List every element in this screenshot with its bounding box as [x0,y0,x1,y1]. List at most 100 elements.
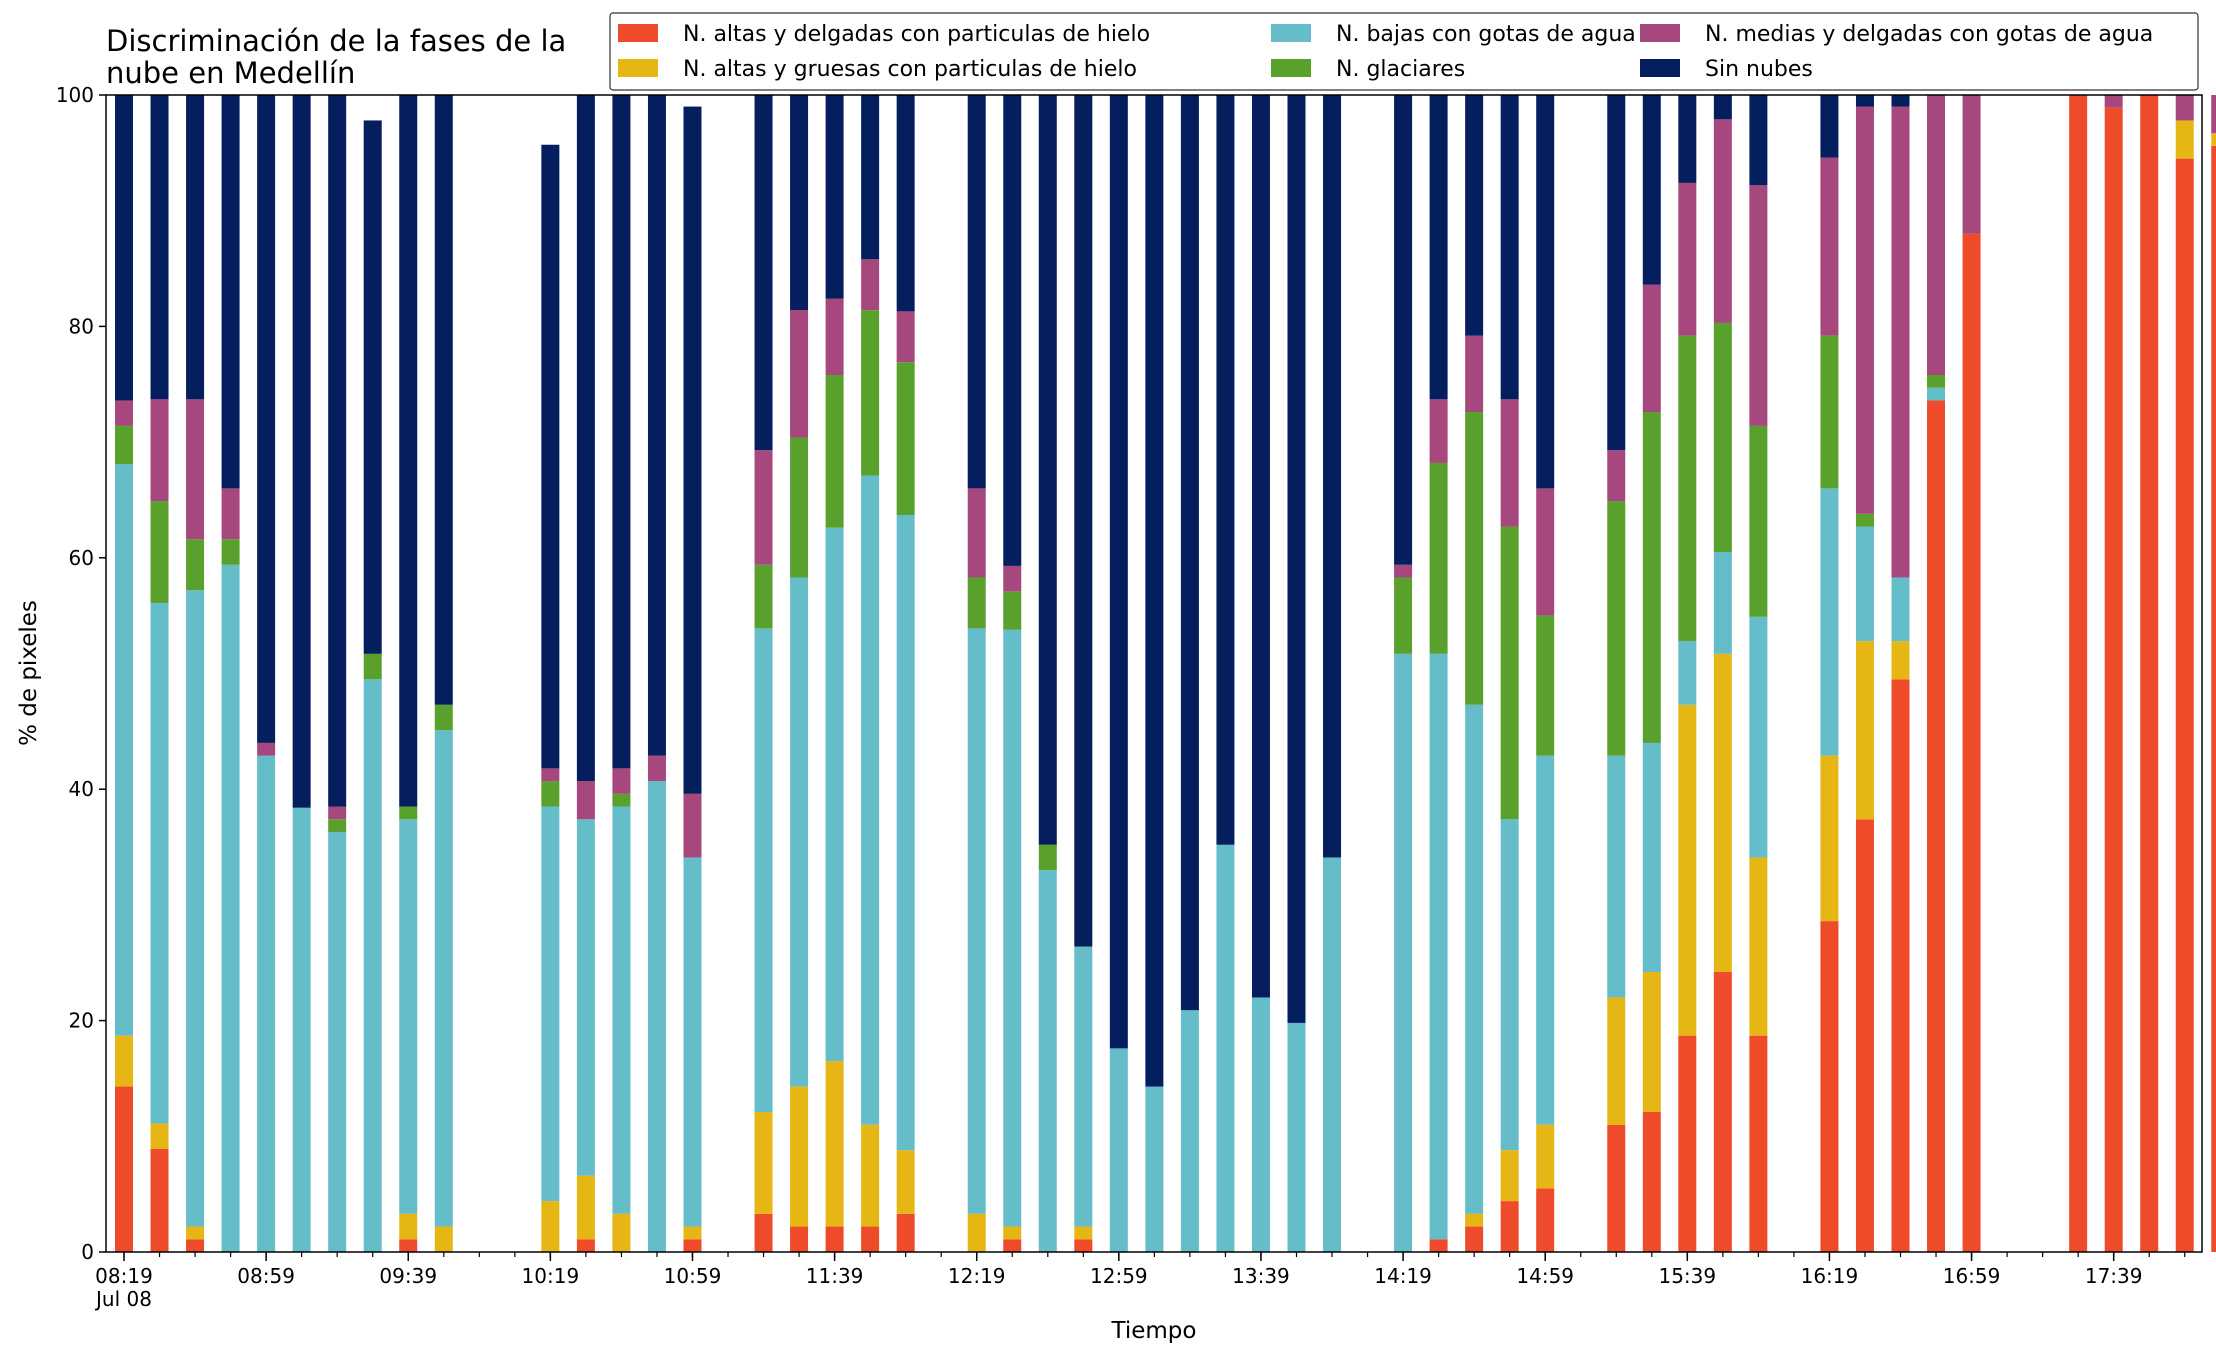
bar-segment-s1-b20 [825,1061,844,1227]
bar-segment-s1-b1 [150,1123,169,1150]
x-tick-label-7: 12:59 [1090,1264,1148,1288]
bar-segment-s5-b36 [1394,95,1413,565]
bar-segment-s3-b22 [896,362,915,515]
bar-segment-s2-b48 [1820,488,1839,756]
bar-segment-s4-b58 [2175,95,2194,121]
x-tick-label-8: 13:39 [1232,1264,1290,1288]
bar-segment-s5-b19 [790,95,809,311]
bar-segment-s5-b39 [1500,95,1519,400]
bar-segment-s1-b13 [576,1175,595,1240]
bar-segment-s5-b22 [896,95,915,312]
bar-segment-s5-b26 [1038,95,1057,845]
bar-segment-s4-b43 [1642,284,1661,413]
bar-segment-s2-b51 [1927,387,1946,401]
bar-segment-s2-b25 [1003,629,1022,1227]
bar-segment-s2-b13 [576,819,595,1176]
bar-segment-s3-b37 [1429,462,1448,654]
bar-segment-s4-b15 [647,755,666,782]
bar-segment-s0-b56 [2104,107,2123,1253]
bar-segment-s2-b31 [1216,844,1235,1252]
bar-segment-s2-b46 [1749,616,1768,858]
y-tick-label-3: 60 [69,546,94,570]
bar-segment-s2-b3 [221,564,240,1252]
x-tick-label-10: 14:59 [1516,1264,1574,1288]
bar-segment-s0-b37 [1429,1239,1448,1252]
bar-segment-s5-b34 [1323,95,1342,858]
bar-segment-s5-b3 [221,95,240,489]
bar-segment-s5-b48 [1820,95,1839,158]
y-tick-label-4: 80 [69,314,94,338]
y-tick-label-2: 40 [69,777,94,801]
bar-segment-s3-b51 [1927,374,1946,388]
bar-segment-s2-b37 [1429,653,1448,1240]
bar-segment-s5-b8 [399,95,418,807]
bar-segment-s4-b48 [1820,157,1839,336]
bar-segment-s4-b1 [150,399,169,502]
bar-segment-s4-b46 [1749,185,1768,426]
bar-segment-s4-b25 [1003,565,1022,592]
bar-segment-s3-b36 [1394,577,1413,654]
x-tick-sublabel: Jul 08 [94,1287,152,1311]
bar-segment-s2-b32 [1251,997,1270,1252]
bar-segment-s4-b0 [115,400,133,426]
bar-segment-s0-b25 [1003,1239,1022,1252]
bar-segment-s1-b24 [967,1213,986,1252]
bar-segment-s0-b13 [576,1239,595,1252]
bar-segment-s2-b8 [399,819,418,1214]
bar-segment-s5-b46 [1749,95,1768,186]
bar-segment-s2-b50 [1891,577,1910,642]
bar-segment-s3-b18 [754,564,773,629]
bar-segment-s5-b2 [186,95,205,400]
bar-segment-s3-b3 [221,539,240,565]
bar-segment-s1-b19 [790,1086,809,1227]
bar-segment-s2-b43 [1642,742,1661,973]
bar-segment-s3-b14 [612,793,631,807]
bar-segment-s1-b50 [1891,641,1910,680]
bar-segment-s1-b12 [541,1201,560,1252]
bar-segment-s3-b44 [1678,335,1697,642]
bar-segment-s5-b32 [1251,95,1270,998]
bar-segment-s2-b16 [683,857,702,1227]
x-tick-label-14: 17:39 [2085,1264,2143,1288]
bar-segment-s0-b2 [186,1239,205,1252]
bar-segment-s1-b22 [896,1150,915,1214]
bar-segment-s2-b22 [896,514,915,1151]
bar-segment-s4-b56 [2104,95,2123,108]
chart-title-line-2: nube en Medellín [106,56,355,90]
bar-segment-s3-b6 [328,819,347,833]
bar-segment-s5-b27 [1074,95,1093,947]
bar-segment-s2-b2 [186,590,205,1227]
bar-segment-s2-b18 [754,628,773,1113]
x-tick-label-13: 16:59 [1943,1264,2001,1288]
bar-segment-s5-b1 [150,95,169,400]
bar-segment-s4-b22 [896,311,915,363]
legend-swatch-3 [1271,59,1311,77]
bar-segment-s2-b12 [541,806,560,1202]
x-tick-label-9: 14:19 [1374,1264,1432,1288]
bar-segment-s2-b5 [292,807,311,1252]
x-tick-label-0: 08:19 [95,1264,153,1288]
bar-segment-s2-b14 [612,806,631,1214]
bar-segment-s2-b34 [1323,857,1342,1252]
bar-segment-s1-b48 [1820,755,1839,922]
bar-segment-s5-b9 [434,95,453,705]
bar-segment-s5-b6 [328,95,347,807]
x-tick-label-12: 16:19 [1801,1264,1859,1288]
legend-label-2: N. bajas con gotas de agua [1336,22,1636,47]
bar-segment-s0-b59 [2211,145,2216,1252]
bar-segment-s4-b13 [576,781,595,820]
x-tick-label-2: 09:39 [379,1264,437,1288]
legend-label-1: N. altas y gruesas con particulas de hie… [683,57,1137,82]
bar-segment-s5-b4 [257,95,276,743]
bar-segment-s5-b14 [612,95,631,769]
bar-segment-s5-b33 [1287,95,1306,1023]
bar-segment-s3-b8 [399,806,418,820]
bar-segment-s4-b37 [1429,399,1448,463]
axes-layer: 0 20 40 60 80 100 08:19 08:59 09:39 10:19 10:59 11:… [56,83,2203,1311]
bar-segment-s5-b45 [1713,95,1732,120]
bar-segment-s2-b15 [647,781,666,1252]
legend-swatch-2 [1271,24,1311,42]
bar-segment-s0-b19 [790,1226,809,1252]
bar-segment-s5-b21 [861,95,880,260]
bar-segment-s2-b4 [257,755,276,1252]
